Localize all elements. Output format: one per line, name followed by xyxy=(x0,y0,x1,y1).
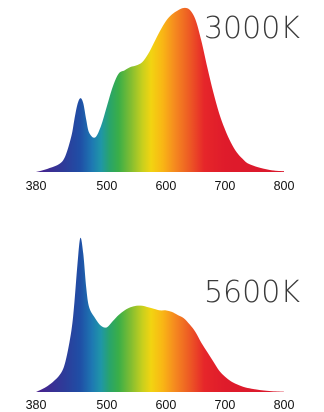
x-tick-label: 380 xyxy=(26,179,47,193)
spectrum-chart-5600k: 380 500 600 700 800 5600K xyxy=(0,206,324,412)
color-temperature-label: 5600K xyxy=(204,275,300,310)
spectrum-chart-3000k-svg: 380 500 600 700 800 3000K xyxy=(26,7,300,193)
x-tick-label: 700 xyxy=(215,179,236,193)
x-tick-label: 500 xyxy=(96,398,117,412)
x-tick-label: 600 xyxy=(155,398,176,412)
x-tick-label: 600 xyxy=(155,179,176,193)
spectrum-area-1 xyxy=(36,237,284,392)
spectrum-chart-3000k: 380 500 600 700 800 3000K xyxy=(26,7,300,193)
x-tick-label: 800 xyxy=(274,398,295,412)
color-temperature-label: 3000K xyxy=(204,11,300,46)
x-tick-label: 380 xyxy=(26,398,47,412)
x-tick-label: 800 xyxy=(274,179,295,193)
spectrum-area-0 xyxy=(36,7,284,173)
x-tick-label: 700 xyxy=(215,398,236,412)
x-tick-label: 500 xyxy=(96,179,117,193)
spectrum-chart-5600k-svg: 380 500 600 700 800 5600K xyxy=(26,237,300,412)
